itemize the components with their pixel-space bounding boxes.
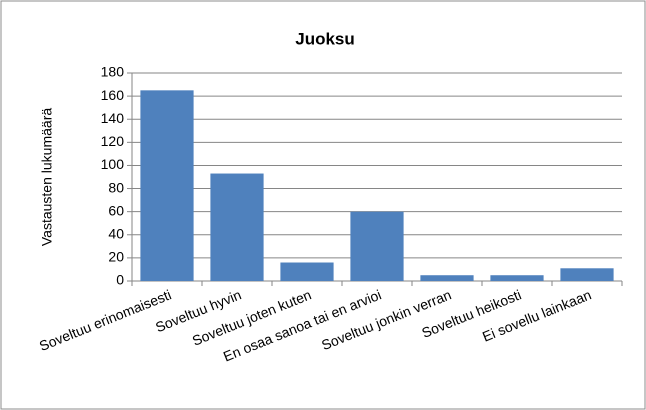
bar [490, 275, 544, 281]
bar [560, 268, 614, 281]
y-tick-label: 120 [101, 133, 125, 149]
bar [210, 173, 264, 281]
y-tick-label: 60 [108, 202, 124, 218]
y-tick-label: 80 [108, 179, 124, 195]
y-tick-label: 40 [108, 225, 124, 241]
bar [280, 262, 334, 281]
bar [350, 211, 404, 281]
y-tick-label: 140 [101, 110, 125, 126]
y-tick-label: 0 [116, 272, 124, 288]
y-tick-label: 20 [108, 249, 124, 265]
y-tick-label: 160 [101, 87, 125, 103]
y-axis-label: Vastausten lukumäärä [39, 108, 55, 246]
bar [140, 90, 194, 281]
y-tick-label: 180 [101, 64, 125, 80]
chart-title: Juoksu [295, 29, 355, 48]
bar [420, 275, 474, 281]
y-tick-label: 100 [101, 156, 125, 172]
